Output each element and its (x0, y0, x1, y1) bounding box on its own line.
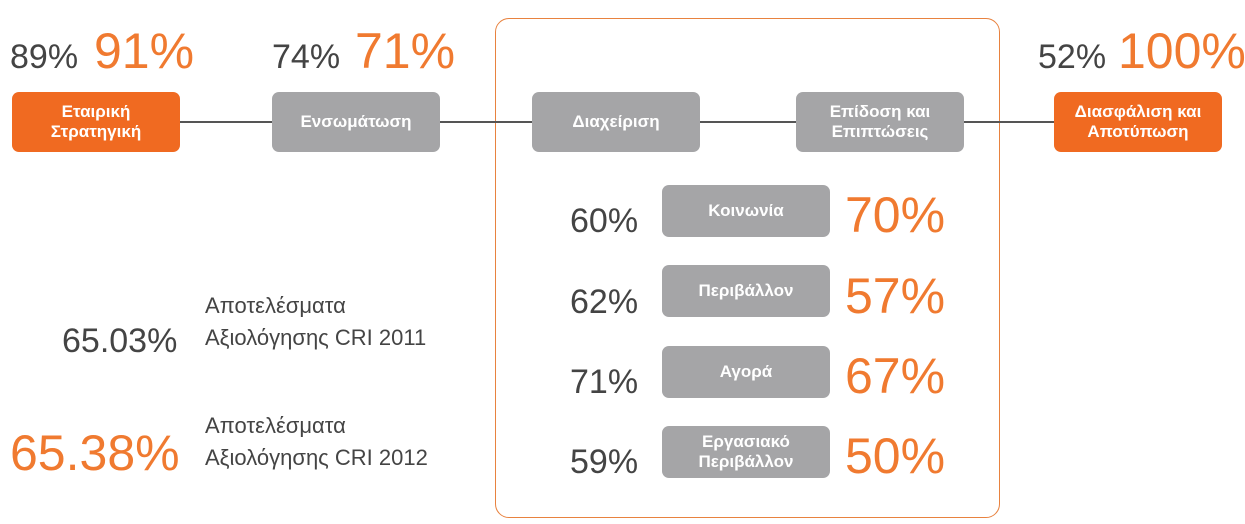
current-score: 70% (845, 187, 946, 243)
result-label: Αποτελέσματα Αξιολόγησης CRI 2011 (205, 293, 427, 350)
previous-score: 62% (570, 283, 639, 321)
stage-box: Ενσωμάτωση (272, 92, 440, 152)
stage-box: Διασφάλιση και Αποτύπωση (1054, 92, 1222, 152)
current-score: 91% (94, 23, 195, 79)
stage-box: Διαχείριση (532, 92, 700, 152)
previous-score: 74% (272, 38, 341, 76)
previous-score: 89% (10, 38, 79, 76)
current-score: 71% (355, 23, 456, 79)
previous-score: 59% (570, 443, 639, 481)
area-box: Αγορά (662, 346, 830, 398)
previous-score: 71% (570, 363, 639, 401)
current-score: 67% (845, 348, 946, 404)
previous-score: 60% (570, 202, 639, 240)
current-score: 57% (845, 268, 946, 324)
stage-box: Επίδοση και Επιπτώσεις (796, 92, 964, 152)
result-score: 65.38% (10, 425, 180, 481)
area-box: Περιβάλλον (662, 265, 830, 317)
area-box: Εργασιακό Περιβάλλον (662, 426, 830, 478)
result-score: 65.03% (62, 322, 178, 360)
stage-box: Εταιρική Στρατηγική (12, 92, 180, 152)
current-score: 100% (1118, 23, 1245, 79)
result-label: Αποτελέσματα Αξιολόγησης CRI 2012 (205, 413, 428, 470)
current-score: 50% (845, 428, 946, 484)
previous-score: 52% (1038, 38, 1107, 76)
management-frame (495, 18, 1000, 518)
area-box: Κοινωνία (662, 185, 830, 237)
